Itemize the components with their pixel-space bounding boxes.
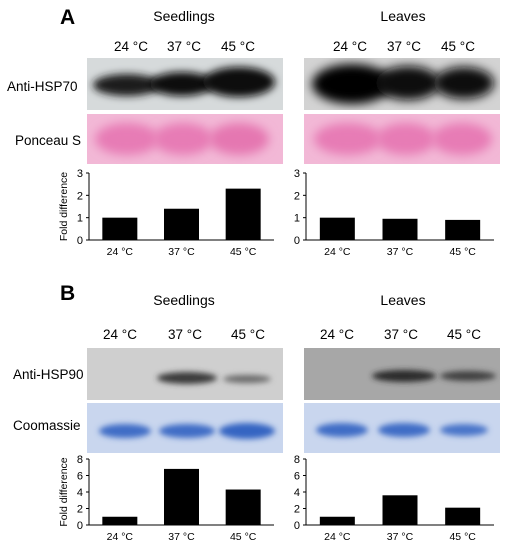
chart-a-seedlings-bar: [102, 217, 138, 240]
chart-b-leaves: 0 2 4 6 8 24 °C 37 °C 45 °C: [294, 454, 494, 543]
chart-a-seedlings-y-tick-label: 2: [77, 190, 83, 202]
panel-a-ponceau-label: Ponceau S: [15, 133, 82, 148]
chart-b-leaves-bar: [319, 516, 355, 525]
chart-a-leaves-category-label: 45 °C: [449, 246, 476, 258]
chart-a-leaves-category-label: 37 °C: [387, 246, 414, 258]
panel-a-seedlings-lane-2: 37 °C: [167, 39, 201, 54]
chart-a-leaves-bar: [319, 217, 355, 240]
panel-a-seedlings-lane-3: 45 °C: [221, 39, 255, 54]
chart-a-seedlings-y-tick-label: 3: [77, 168, 83, 180]
chart-a-seedlings-bar: [164, 208, 199, 240]
chart-b-seedlings-bar: [225, 489, 261, 525]
chart-a-seedlings: 0 1 2 3 Fold difference 24 °C 37 °C 45 °C: [58, 168, 274, 258]
panel-a-leaves-ponceau-stain: [304, 114, 500, 164]
chart-b-leaves-y-tick-label: 4: [294, 487, 300, 499]
panel-a-leaves-lane-3: 45 °C: [441, 39, 475, 54]
chart-b-leaves-category-label: 45 °C: [449, 531, 476, 543]
panel-b-charts: 0 2 4 6 8 Fold difference 24 °C 37 °C 45 °C 0 2 4 6…: [58, 454, 494, 543]
panel-b-seedlings-hsp90-blot: [87, 348, 283, 400]
panel-b-leaves-lane-1: 24 °C: [320, 327, 354, 342]
chart-a-seedlings-y-tick-label: 0: [77, 235, 83, 247]
chart-b-leaves-y-tick-label: 2: [294, 504, 300, 516]
chart-b-leaves-y-tick-label: 6: [294, 471, 300, 483]
chart-a-leaves-bar: [445, 219, 481, 240]
panel-a-hsp70-label: Anti-HSP70: [7, 79, 78, 94]
panel-b-leaves-title: Leaves: [380, 292, 426, 308]
chart-b-seedlings-category-label: 37 °C: [168, 531, 195, 543]
chart-b-seedlings-category-label: 45 °C: [230, 531, 257, 543]
chart-a-leaves-y-tick-label: 2: [294, 190, 300, 202]
panel-a-leaves-hsp70-blot: [304, 58, 500, 110]
panel-a-leaves-title: Leaves: [380, 8, 426, 24]
chart-a-leaves-bar: [382, 218, 418, 240]
panel-b-seedlings-coomassie-stain: [87, 403, 283, 453]
panel-b-seedlings-title: Seedlings: [153, 292, 215, 308]
chart-b-leaves-y-tick-label: 8: [294, 454, 300, 466]
chart-a-leaves-y-tick-label: 1: [294, 213, 300, 225]
panel-b-coomassie-label: Coomassie: [13, 418, 81, 433]
panel-b-hsp90-label: Anti-HSP90: [13, 367, 84, 382]
chart-a-seedlings-category-label: 37 °C: [168, 246, 195, 258]
panel-b-seedlings-lane-1: 24 °C: [103, 327, 137, 342]
chart-a-seedlings-category-label: 45 °C: [230, 246, 257, 258]
chart-b-seedlings-y-tick-label: 4: [77, 487, 83, 499]
chart-a-leaves: 0 1 2 3 24 °C 37 °C 45 °C: [294, 168, 494, 258]
panel-a-seedlings-lane-1: 24 °C: [114, 39, 148, 54]
panel-b-seedlings-lane-2: 37 °C: [168, 327, 202, 342]
chart-b-seedlings-y-tick-label: 8: [77, 454, 83, 466]
chart-b-seedlings: 0 2 4 6 8 Fold difference 24 °C 37 °C 45 °C: [58, 454, 274, 543]
chart-b-leaves-category-label: 24 °C: [324, 531, 351, 543]
panel-a-charts: 0 1 2 3 Fold difference 24 °C 37 °C 45 °C 0 1 2 3 2…: [58, 168, 494, 258]
panel-a-seedlings-ponceau-stain: [87, 114, 283, 164]
chart-a-seedlings-y-axis-label: Fold difference: [58, 172, 70, 241]
chart-b-seedlings-y-axis-label: Fold difference: [58, 457, 70, 526]
panel-b-leaves-lane-2: 37 °C: [384, 327, 418, 342]
panel-b-letter: B: [60, 282, 76, 305]
chart-a-seedlings-bar: [225, 188, 261, 240]
panel-a-seedlings-title: Seedlings: [153, 8, 215, 24]
chart-b-leaves-y-tick-label: 0: [294, 520, 300, 532]
panel-b-leaves-coomassie-stain: [304, 403, 500, 453]
chart-a-leaves-category-label: 24 °C: [324, 246, 351, 258]
chart-b-seedlings-category-label: 24 °C: [107, 531, 134, 543]
panel-b-leaves-hsp90-blot: [304, 348, 500, 400]
chart-b-seedlings-bar: [102, 516, 138, 525]
chart-a-seedlings-y-tick-label: 1: [77, 213, 83, 225]
chart-b-leaves-category-label: 37 °C: [387, 531, 414, 543]
chart-b-seedlings-y-tick-label: 2: [77, 504, 83, 516]
chart-b-seedlings-bar: [164, 468, 199, 525]
panel-a-leaves-lane-1: 24 °C: [333, 39, 367, 54]
panel-a-seedlings-hsp70-blot: [87, 58, 283, 110]
chart-b-leaves-bar: [445, 507, 481, 525]
panel-a-leaves-lane-2: 37 °C: [387, 39, 421, 54]
chart-a-seedlings-category-label: 24 °C: [107, 246, 134, 258]
panel-b-seedlings-lane-3: 45 °C: [231, 327, 265, 342]
chart-a-leaves-y-tick-label: 3: [294, 168, 300, 180]
chart-a-leaves-y-tick-label: 0: [294, 235, 300, 247]
panel-b-leaves-lane-3: 45 °C: [447, 327, 481, 342]
panel-a-letter: A: [60, 6, 76, 29]
chart-b-seedlings-y-tick-label: 6: [77, 471, 83, 483]
chart-b-leaves-bar: [382, 495, 418, 525]
chart-b-seedlings-y-tick-label: 0: [77, 520, 83, 532]
